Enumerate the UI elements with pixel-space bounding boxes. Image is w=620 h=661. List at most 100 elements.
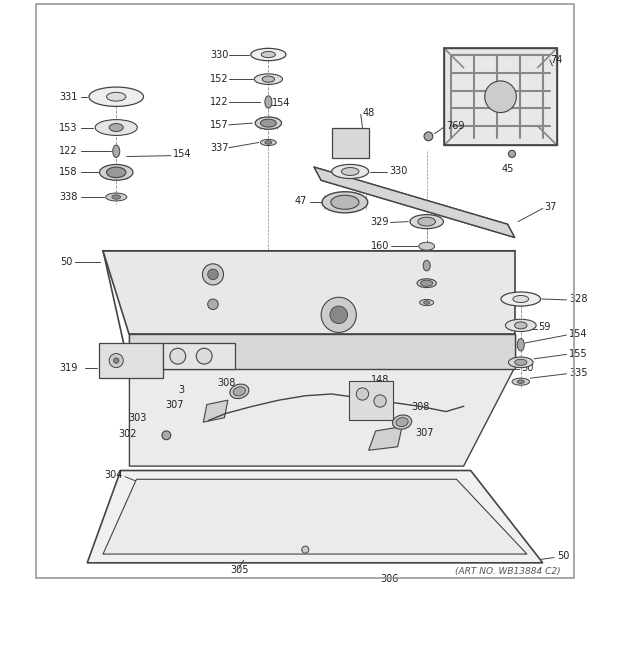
Text: 336: 336: [477, 297, 495, 307]
Ellipse shape: [410, 215, 443, 229]
Ellipse shape: [331, 195, 359, 210]
Ellipse shape: [396, 418, 408, 426]
Ellipse shape: [112, 195, 121, 199]
Ellipse shape: [100, 165, 133, 180]
Ellipse shape: [95, 120, 138, 136]
Ellipse shape: [233, 387, 246, 396]
Text: 302: 302: [118, 428, 136, 438]
Ellipse shape: [417, 279, 436, 288]
Ellipse shape: [423, 301, 430, 304]
Ellipse shape: [230, 384, 249, 399]
Ellipse shape: [420, 280, 433, 286]
Ellipse shape: [512, 378, 529, 385]
Text: 304: 304: [104, 470, 122, 480]
Circle shape: [508, 151, 515, 157]
Ellipse shape: [517, 380, 525, 383]
Ellipse shape: [89, 87, 143, 106]
Circle shape: [356, 388, 369, 400]
Circle shape: [202, 264, 224, 285]
Circle shape: [208, 299, 218, 309]
Text: 308: 308: [218, 377, 236, 387]
Text: 59: 59: [538, 322, 551, 332]
Text: 160: 160: [371, 241, 389, 251]
Ellipse shape: [515, 322, 527, 329]
Text: 50: 50: [60, 257, 73, 267]
Text: 342: 342: [371, 412, 390, 422]
Ellipse shape: [515, 359, 527, 366]
Text: 328: 328: [569, 294, 588, 304]
Text: 153: 153: [59, 122, 78, 132]
Ellipse shape: [501, 292, 541, 306]
Text: 318: 318: [153, 377, 171, 387]
Text: 154: 154: [174, 149, 192, 159]
Circle shape: [321, 297, 356, 332]
Ellipse shape: [342, 167, 359, 175]
Polygon shape: [130, 334, 515, 368]
Circle shape: [424, 132, 433, 141]
Text: 329: 329: [370, 217, 389, 227]
Circle shape: [302, 546, 309, 553]
Circle shape: [197, 348, 212, 364]
Text: 50: 50: [557, 551, 569, 561]
Text: 330: 330: [210, 50, 229, 59]
Text: 122: 122: [210, 97, 229, 107]
Text: 122: 122: [461, 340, 479, 350]
Text: 160: 160: [371, 388, 389, 398]
Text: 48: 48: [363, 108, 374, 118]
Text: 330: 330: [389, 167, 407, 176]
Text: (ART NO. WB13884 C2): (ART NO. WB13884 C2): [454, 567, 560, 576]
Text: 769: 769: [446, 121, 464, 131]
Ellipse shape: [105, 193, 126, 201]
Ellipse shape: [260, 119, 277, 127]
Text: 307: 307: [166, 399, 184, 410]
Ellipse shape: [265, 96, 272, 108]
Text: 154: 154: [468, 270, 487, 280]
Ellipse shape: [513, 295, 529, 303]
Ellipse shape: [107, 167, 126, 178]
Ellipse shape: [508, 357, 533, 368]
Text: 303: 303: [128, 412, 147, 423]
Polygon shape: [130, 334, 515, 369]
Ellipse shape: [250, 48, 286, 61]
Text: 50: 50: [521, 363, 534, 373]
Polygon shape: [314, 167, 515, 237]
Text: 152: 152: [210, 74, 229, 84]
Polygon shape: [103, 251, 515, 334]
Circle shape: [162, 431, 170, 440]
Ellipse shape: [418, 243, 435, 251]
Text: 156: 156: [370, 278, 389, 288]
Ellipse shape: [113, 145, 120, 157]
Text: 155: 155: [569, 348, 588, 358]
Ellipse shape: [262, 52, 275, 58]
Ellipse shape: [260, 139, 277, 145]
Ellipse shape: [322, 192, 368, 213]
Text: 307: 307: [415, 428, 434, 438]
Text: eReplacementParts.com: eReplacementParts.com: [237, 321, 373, 330]
Text: 337: 337: [210, 143, 229, 153]
Text: 37: 37: [544, 202, 557, 212]
Polygon shape: [332, 128, 369, 158]
Ellipse shape: [505, 319, 536, 332]
Polygon shape: [369, 426, 402, 450]
Text: 338: 338: [59, 192, 78, 202]
Polygon shape: [349, 381, 393, 420]
Polygon shape: [130, 368, 515, 466]
Circle shape: [109, 354, 123, 368]
Text: 47: 47: [294, 196, 307, 206]
Ellipse shape: [420, 299, 434, 305]
Circle shape: [330, 306, 348, 324]
Polygon shape: [99, 343, 163, 378]
Text: 335: 335: [569, 368, 588, 378]
Text: 122: 122: [59, 146, 78, 156]
Text: 45: 45: [502, 164, 514, 174]
Circle shape: [170, 348, 186, 364]
Text: 122: 122: [370, 260, 389, 270]
Ellipse shape: [418, 217, 435, 226]
Circle shape: [374, 395, 386, 407]
Ellipse shape: [255, 117, 281, 130]
Text: 161: 161: [371, 399, 389, 410]
Polygon shape: [163, 343, 235, 369]
Circle shape: [208, 269, 218, 280]
Text: 149: 149: [461, 321, 479, 330]
Ellipse shape: [107, 93, 126, 101]
